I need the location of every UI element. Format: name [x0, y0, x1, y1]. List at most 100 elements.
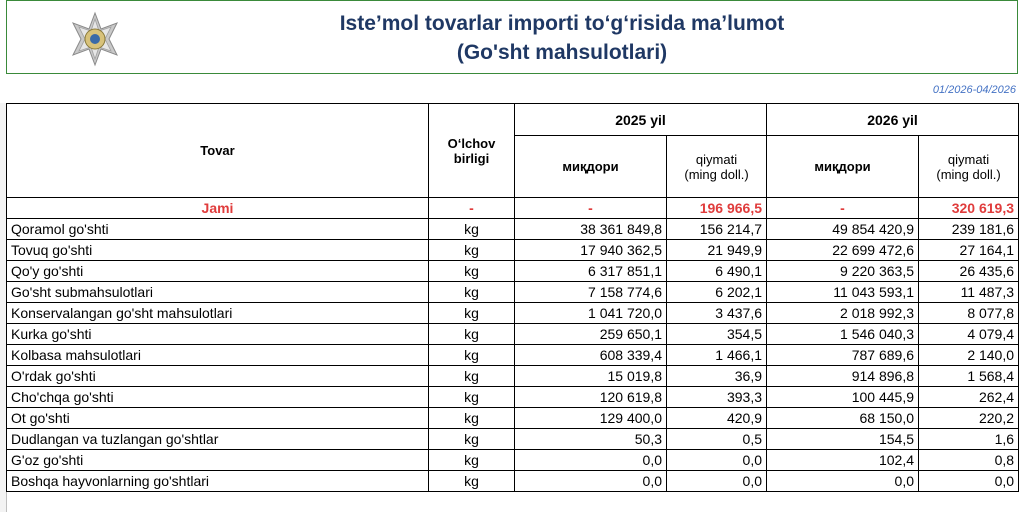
- qty-2025-cell: 0,0: [514, 449, 667, 471]
- value-2026-cell: 0,0: [918, 470, 1020, 492]
- value-2026-cell: 239 181,6: [918, 218, 1020, 240]
- product-name: O'rdak go'shti: [6, 365, 429, 387]
- table-row: Ot go'shti kg 129 400,0 420,9 68 150,0 220,2: [6, 407, 1020, 429]
- product-name: Cho'chqa go'shti: [6, 386, 429, 408]
- unit-cell: kg: [428, 470, 515, 492]
- value-2026-cell: 1,6: [918, 428, 1020, 450]
- qty-2025-cell: 6 317 851,1: [514, 260, 667, 282]
- value-2025-cell: 0,0: [665, 470, 768, 492]
- qty-2026-cell: 2 018 992,3: [766, 302, 920, 324]
- qty-2025-cell: 17 940 362,5: [514, 239, 667, 261]
- unit-cell: kg: [428, 260, 515, 282]
- product-name: Qo'y go'shti: [6, 260, 429, 282]
- total-value-2025: 196 966,5: [665, 197, 768, 219]
- header-year-2025: 2025 yil: [513, 103, 768, 136]
- header-value-2025: qiymati (ming doll.): [665, 135, 768, 198]
- qty-2025-cell: 7 158 774,6: [514, 281, 667, 303]
- unit-cell: kg: [428, 449, 515, 471]
- value-2026-cell: 2 140,0: [918, 344, 1020, 366]
- header-tovar: Tovar: [6, 103, 429, 198]
- total-qty-2026: -: [766, 197, 920, 219]
- value-label: qiymati: [947, 151, 990, 167]
- unit-cell: kg: [428, 323, 515, 345]
- total-value-2026: 320 619,3: [918, 197, 1020, 219]
- unit-cell: kg: [428, 407, 515, 429]
- value-2025-cell: 0,0: [665, 449, 768, 471]
- unit-cell: kg: [428, 386, 515, 408]
- unit-cell: kg: [428, 428, 515, 450]
- total-name: Jami: [6, 197, 429, 219]
- value-2025-cell: 21 949,9: [665, 239, 768, 261]
- qty-2025-cell: 0,0: [514, 470, 667, 492]
- product-name: Kolbasa mahsulotlari: [6, 344, 429, 366]
- product-name: Tovuq go'shti: [6, 239, 429, 261]
- value-2025-cell: 6 490,1: [665, 260, 768, 282]
- qty-2026-cell: 100 445,9: [766, 386, 920, 408]
- product-name: Konservalangan go'sht mahsulotlari: [6, 302, 429, 324]
- total-qty-2025: -: [514, 197, 667, 219]
- unit-cell: kg: [428, 218, 515, 240]
- product-name: Qoramol go'shti: [6, 218, 429, 240]
- title-line-1: Iste’mol tovarlar importi to‘g‘risida ma…: [339, 12, 785, 35]
- qty-2026-cell: 102,4: [766, 449, 920, 471]
- qty-2026-cell: 787 689,6: [766, 344, 920, 366]
- qty-2025-cell: 120 619,8: [514, 386, 667, 408]
- value-2026-cell: 26 435,6: [918, 260, 1020, 282]
- value-2026-cell: 27 164,1: [918, 239, 1020, 261]
- qty-2026-cell: 154,5: [766, 428, 920, 450]
- value-2025-cell: 1 466,1: [665, 344, 768, 366]
- qty-2026-cell: 1 546 040,3: [766, 323, 920, 345]
- table-row: Tovuq go'shti kg 17 940 362,5 21 949,9 22 69…: [6, 239, 1020, 261]
- product-name: Ot go'shti: [6, 407, 429, 429]
- header-qty-2025: миқдори: [514, 135, 667, 198]
- table-row: Boshqa hayvonlarning go'shtlari kg 0,0 0,0 0…: [6, 470, 1020, 492]
- value-unit: (ming doll.): [684, 166, 749, 182]
- header-value-2026: qiymati (ming doll.): [918, 135, 1020, 198]
- report-header: Iste’mol tovarlar importi to‘g‘risida ma…: [6, 0, 1018, 74]
- product-name: Kurka go'shti: [6, 323, 429, 345]
- value-2025-cell: 36,9: [665, 365, 768, 387]
- report-title: Iste’mol tovarlar importi to‘g‘risida ma…: [127, 9, 997, 67]
- table-row: Qo'y go'shti kg 6 317 851,1 6 490,1 9 220 36…: [6, 260, 1020, 282]
- value-2025-cell: 354,5: [665, 323, 768, 345]
- qty-2025-cell: 38 361 849,8: [514, 218, 667, 240]
- table-row: Kurka go'shti kg 259 650,1 354,5 1 546 040,3…: [6, 323, 1020, 345]
- qty-2026-cell: 914 896,8: [766, 365, 920, 387]
- import-table: Tovar O‘lchov birligi 2025 yil 2026 yil …: [6, 103, 1020, 492]
- value-2026-cell: 262,4: [918, 386, 1020, 408]
- value-2026-cell: 1 568,4: [918, 365, 1020, 387]
- unit-cell: kg: [428, 302, 515, 324]
- value-2025-cell: 156 214,7: [665, 218, 768, 240]
- qty-2026-cell: 49 854 420,9: [766, 218, 920, 240]
- qty-2026-cell: 0,0: [766, 470, 920, 492]
- table-row: Kolbasa mahsulotlari kg 608 339,4 1 466,1 78…: [6, 344, 1020, 366]
- value-2026-cell: 11 487,3: [918, 281, 1020, 303]
- table-row: Dudlangan va tuzlangan go'shtlar kg 50,3 0,…: [6, 428, 1020, 450]
- total-row: Jami - - 196 966,5 - 320 619,3: [6, 197, 1020, 219]
- header-year-2026: 2026 yil: [766, 103, 1020, 136]
- value-2026-cell: 0,8: [918, 449, 1020, 471]
- qty-2026-cell: 9 220 363,5: [766, 260, 920, 282]
- product-name: G'oz go'shti: [6, 449, 429, 471]
- table-row: Qoramol go'shti kg 38 361 849,8 156 214,7 49…: [6, 218, 1020, 240]
- table-row: G'oz go'shti kg 0,0 0,0 102,4 0,8: [6, 449, 1020, 471]
- value-2026-cell: 4 079,4: [918, 323, 1020, 345]
- qty-2026-cell: 22 699 472,6: [766, 239, 920, 261]
- value-2025-cell: 6 202,1: [665, 281, 768, 303]
- table-row: Konservalangan go'sht mahsulotlari kg 1 04…: [6, 302, 1020, 324]
- qty-2025-cell: 608 339,4: [514, 344, 667, 366]
- qty-2025-cell: 15 019,8: [514, 365, 667, 387]
- value-2025-cell: 0,5: [665, 428, 768, 450]
- qty-2025-cell: 50,3: [514, 428, 667, 450]
- product-name: Dudlangan va tuzlangan go'shtlar: [6, 428, 429, 450]
- header-unit: O‘lchov birligi: [428, 103, 515, 198]
- qty-2025-cell: 259 650,1: [514, 323, 667, 345]
- table-row: Cho'chqa go'shti kg 120 619,8 393,3 100 445,…: [6, 386, 1020, 408]
- value-2025-cell: 393,3: [665, 386, 768, 408]
- header-qty-2026: миқдори: [766, 135, 920, 198]
- unit-cell: kg: [428, 239, 515, 261]
- value-2025-cell: 3 437,6: [665, 302, 768, 324]
- product-name: Go'sht submahsulotlari: [6, 281, 429, 303]
- table-row: Go'sht submahsulotlari kg 7 158 774,6 6 202…: [6, 281, 1020, 303]
- qty-2025-cell: 1 041 720,0: [514, 302, 667, 324]
